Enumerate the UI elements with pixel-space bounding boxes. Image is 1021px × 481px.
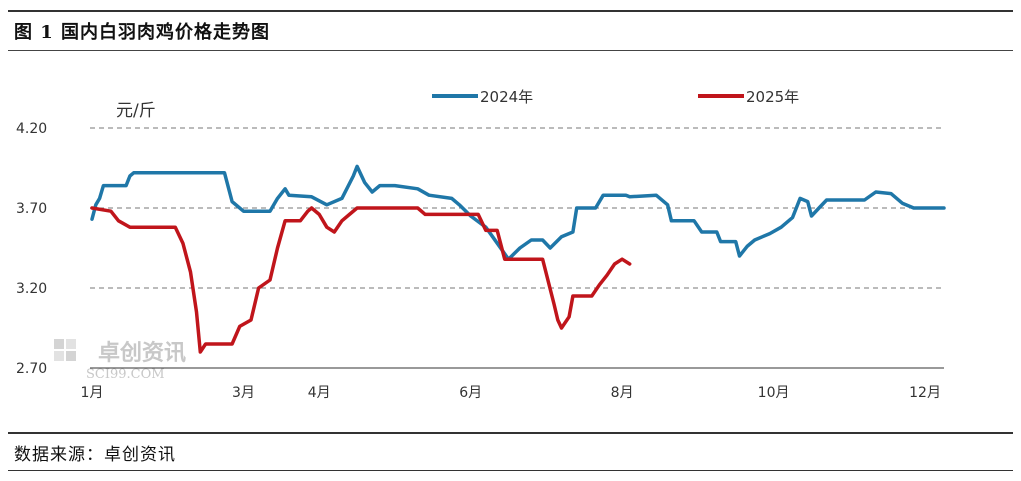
title-rule — [8, 50, 1013, 51]
x-axis-ticks: 1月 3月 4月 6月 8月 10月 12月 — [81, 385, 941, 401]
legend: 2024年 2025年 — [432, 88, 799, 106]
legend-label-2: 2025年 — [746, 88, 799, 106]
watermark-logo-icon — [54, 339, 76, 361]
y-tick-label: 4.20 — [16, 121, 47, 137]
chart-title: 图 1 国内白羽肉鸡价格走势图 — [14, 22, 271, 43]
x-tick-label: 1月 — [81, 385, 104, 401]
x-tick-label: 6月 — [459, 385, 482, 401]
watermark-name: 卓创资讯 — [98, 341, 186, 366]
y-tick-label: 2.70 — [16, 361, 47, 377]
grid — [90, 127, 944, 289]
bottom-rule-lower — [8, 470, 1013, 471]
y-tick-label: 3.70 — [16, 201, 47, 217]
watermark: 卓创资讯 SCI99.COM — [54, 339, 186, 382]
x-tick-label: 10月 — [758, 385, 790, 401]
y-tick-label: 3.20 — [16, 281, 47, 297]
series-line-1 — [90, 164, 946, 261]
y-axis-ticks: 4.20 3.70 3.20 2.70 — [16, 121, 47, 377]
top-rule — [8, 10, 1013, 12]
x-tick-label: 3月 — [232, 385, 255, 401]
x-tick-label: 8月 — [611, 385, 634, 401]
legend-label-1: 2024年 — [480, 88, 533, 106]
bottom-rule — [8, 432, 1013, 434]
price-line-chart: 4.20 3.70 3.20 2.70 1月 3月 4月 6月 8月 10月 12月 元/斤 卓创… — [16, 88, 946, 401]
source-note: 数据来源：卓创资讯 — [14, 445, 176, 465]
x-tick-label: 4月 — [308, 385, 331, 401]
series-lines — [90, 164, 946, 354]
x-tick-label: 12月 — [909, 385, 941, 401]
y-axis-label: 元/斤 — [116, 101, 156, 121]
series-line-2 — [90, 206, 632, 354]
watermark-url: SCI99.COM — [86, 367, 165, 382]
